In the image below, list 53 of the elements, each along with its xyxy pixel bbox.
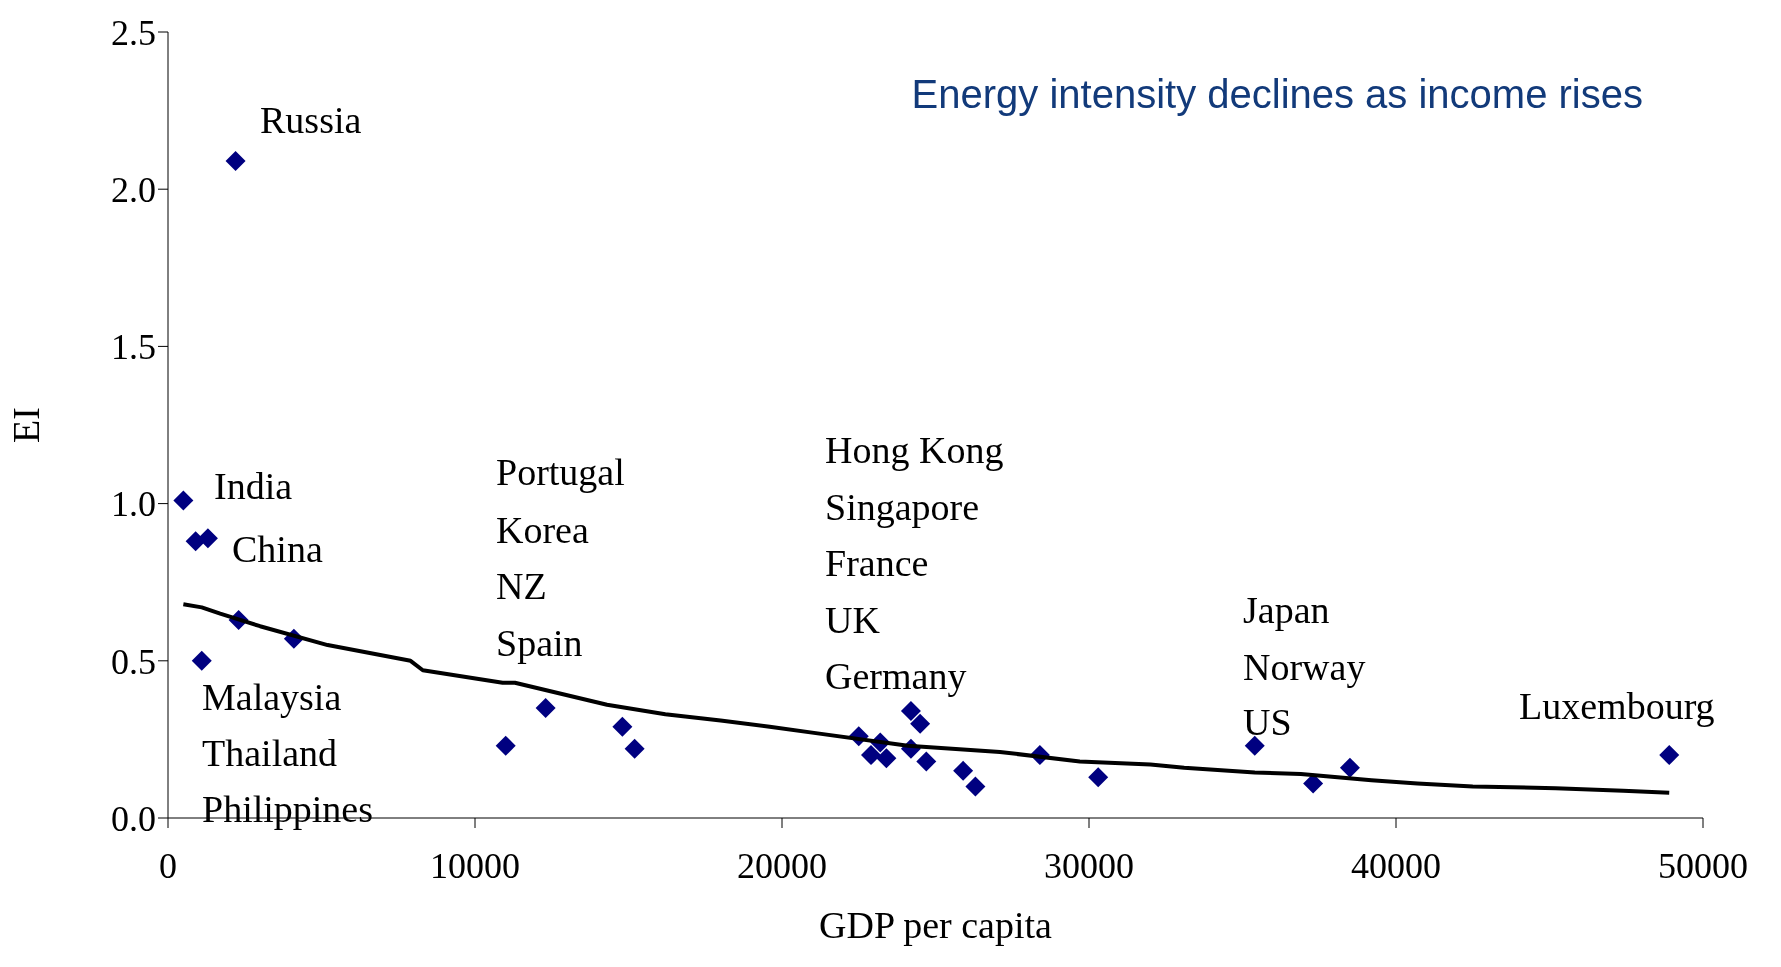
point — [612, 716, 633, 737]
point — [876, 748, 897, 769]
point — [173, 490, 194, 511]
annotation: Philippines — [202, 788, 374, 830]
point — [225, 150, 246, 171]
x-tick-label: 40000 — [1351, 845, 1441, 886]
annotation: Luxembourg — [1519, 685, 1715, 727]
point — [1244, 735, 1265, 756]
point — [1339, 757, 1360, 778]
annotation: France — [825, 542, 929, 584]
point — [861, 745, 882, 766]
y-axis-title: EI — [5, 407, 48, 443]
text: Energy intensity declines as income rises — [911, 72, 1643, 117]
annotation: Germany — [825, 655, 967, 697]
y-tick-label: 2.0 — [111, 169, 156, 210]
y-tick-label: 1.0 — [111, 484, 156, 525]
annotation: Japan — [1243, 589, 1330, 631]
annotation: Portugal — [496, 451, 625, 493]
y-tick-label: 1.5 — [111, 327, 156, 368]
x-axis-title: GDP per capita — [819, 904, 1053, 946]
annotation: Korea — [496, 509, 589, 551]
y-tick-label: 2.5 — [111, 12, 156, 53]
point — [953, 760, 974, 781]
point — [624, 738, 645, 759]
x-tick-label: 10000 — [430, 845, 520, 886]
x-tick-label: 20000 — [737, 845, 827, 886]
annotation: NZ — [496, 565, 547, 607]
point — [1088, 767, 1109, 788]
annotation: US — [1243, 701, 1292, 743]
annotation: Hong Kong — [825, 429, 1004, 471]
y-tick-label: 0.0 — [111, 798, 156, 839]
point — [900, 701, 921, 722]
annotation: Spain — [496, 622, 583, 664]
x-tick-label: 0 — [159, 845, 177, 886]
annotation: Malaysia — [202, 676, 342, 718]
annotation: India — [214, 465, 293, 507]
point — [965, 776, 986, 797]
point — [535, 697, 556, 718]
annotation: Norway — [1243, 646, 1366, 688]
point — [916, 751, 937, 772]
point — [910, 713, 931, 734]
x-tick-label: 50000 — [1658, 845, 1748, 886]
annotation: Russia — [260, 99, 362, 141]
annotation: Singapore — [825, 486, 980, 528]
point — [495, 735, 516, 756]
point — [1659, 745, 1680, 766]
point — [191, 650, 212, 671]
annotation: China — [232, 528, 323, 570]
annotation: Thailand — [202, 732, 338, 774]
point — [197, 528, 218, 549]
annotation: UK — [825, 599, 880, 641]
x-tick-label: 30000 — [1044, 845, 1134, 886]
y-tick-label: 0.5 — [111, 641, 156, 682]
